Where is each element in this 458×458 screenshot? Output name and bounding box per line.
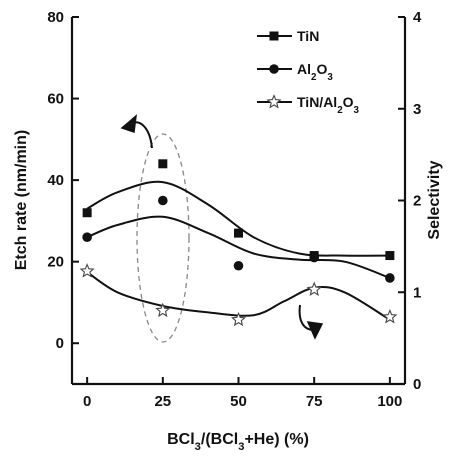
- legend: TiN Al2O3 TiN/Al2O3: [257, 28, 360, 116]
- left-tick-label: 40: [47, 172, 64, 189]
- right-tick-label: 3: [413, 101, 421, 118]
- x-tick-label: 100: [377, 393, 402, 410]
- left-tick-label: 60: [47, 91, 64, 108]
- right-axis-title: Selectivity: [426, 160, 443, 239]
- legend-label: Al2O3: [297, 61, 333, 83]
- right-tick-label: 0: [413, 376, 421, 393]
- left-tick-label: 0: [56, 335, 64, 352]
- circle-marker: [158, 195, 168, 206]
- x-tick-label: 75: [306, 393, 323, 410]
- fit-curve-square: [86, 180, 390, 257]
- x-tick-label: 25: [154, 393, 171, 410]
- legend-star-marker: [266, 94, 282, 109]
- x-tick-label: 0: [83, 393, 91, 410]
- square-marker: [385, 251, 395, 261]
- right-tick-label: 4: [413, 9, 422, 26]
- fit-curve-circle: [86, 215, 391, 279]
- left-pointer-arrow: [120, 114, 153, 149]
- circle-marker: [233, 260, 244, 271]
- x-tick-label: 50: [230, 393, 247, 410]
- star-marker: [155, 302, 171, 318]
- right-pointer-arrow: [298, 304, 324, 340]
- left-tick-label: 20: [47, 254, 64, 271]
- right-axis-ticks: 0 1 2 3 4: [398, 9, 422, 393]
- circle-marker: [82, 232, 92, 242]
- left-axis-ticks: 0 20 40 60 80: [47, 9, 79, 352]
- square-marker: [82, 208, 92, 218]
- x-axis-ticks: 0 25 50 75 100: [83, 377, 402, 410]
- fit-curve-star: [86, 271, 391, 321]
- circle-marker: [385, 273, 395, 283]
- circle-marker: [309, 252, 319, 263]
- fit-curves: [86, 180, 391, 321]
- data-markers: [79, 159, 398, 327]
- left-tick-label: 80: [47, 9, 64, 26]
- highlight-ellipse: [136, 133, 190, 343]
- right-tick-label: 1: [413, 284, 421, 301]
- left-axis-title: Etch rate (nm/min): [13, 130, 30, 270]
- legend-label: TiN: [297, 28, 319, 44]
- right-tick-label: 2: [413, 193, 421, 210]
- star-marker: [79, 263, 95, 278]
- legend-square-marker: [269, 31, 279, 41]
- legend-circle-marker: [269, 64, 279, 74]
- star-marker: [306, 281, 322, 296]
- star-marker: [382, 309, 398, 324]
- star-marker: [230, 311, 247, 327]
- square-marker: [234, 228, 243, 238]
- x-axis-title: BCl3/(BCl3+He) (%): [167, 431, 309, 453]
- legend-label: TiN/Al2O3: [297, 94, 360, 116]
- square-marker: [158, 159, 168, 169]
